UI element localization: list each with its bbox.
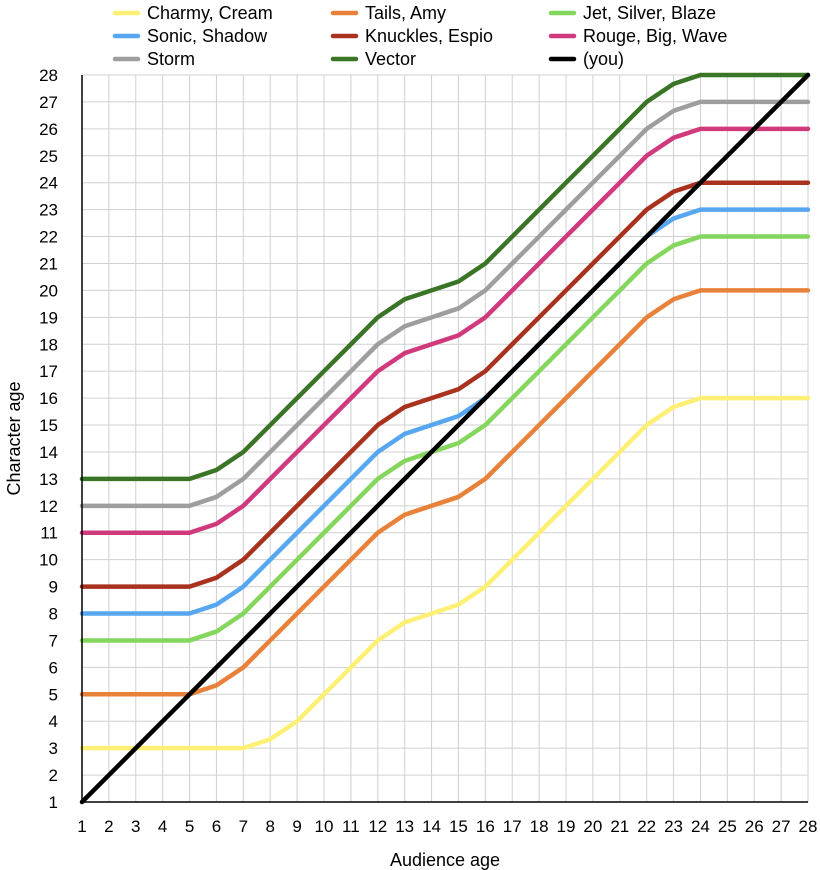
- series-lines: [79, 72, 811, 805]
- y-tick-label: 5: [49, 685, 58, 704]
- legend-label: Jet, Silver, Blaze: [583, 3, 716, 23]
- x-tick-label: 1: [77, 817, 86, 836]
- x-tick-label: 8: [265, 817, 274, 836]
- axes: [81, 75, 808, 803]
- y-tick-label: 3: [49, 739, 58, 758]
- x-tick-label: 14: [422, 817, 441, 836]
- x-tick-label: 7: [239, 817, 248, 836]
- legend-label: Storm: [147, 49, 195, 69]
- y-tick-label: 17: [39, 362, 58, 381]
- y-tick-label: 2: [49, 766, 58, 785]
- y-tick-label: 23: [39, 201, 58, 220]
- y-tick-label: 11: [40, 524, 58, 543]
- x-tick-label: 24: [691, 817, 710, 836]
- legend-item: Rouge, Big, Wave: [548, 26, 727, 46]
- y-tick-label: 26: [39, 120, 58, 139]
- y-tick-label: 24: [39, 174, 58, 193]
- legend-item: (you): [548, 49, 624, 69]
- x-tick-label: 15: [449, 817, 468, 836]
- x-tick-label: 25: [718, 817, 737, 836]
- legend-item: Tails, Amy: [330, 3, 446, 23]
- y-tick-label: 27: [39, 93, 58, 112]
- tick-labels: 1 2 3 4 5 6 7 8 9 10 11 12 13 14 15 16 17 18 19 20 21 22 23 24 2…: [39, 66, 817, 836]
- x-tick-label: 23: [664, 817, 683, 836]
- legend-label: Knuckles, Espio: [365, 26, 493, 46]
- x-tick-label: 26: [745, 817, 764, 836]
- y-tick-label: 4: [49, 712, 58, 731]
- y-tick-label: 15: [39, 416, 58, 435]
- y-tick-label: 16: [39, 389, 58, 408]
- y-tick-label: 14: [39, 443, 58, 462]
- x-tick-label: 5: [185, 817, 194, 836]
- x-tick-label: 18: [530, 817, 549, 836]
- legend-label: Charmy, Cream: [147, 3, 273, 23]
- legend-label: Vector: [365, 49, 416, 69]
- x-tick-label: 19: [557, 817, 576, 836]
- series-line-0: [79, 395, 811, 751]
- y-tick-label: 25: [39, 147, 58, 166]
- x-tick-label: 17: [503, 817, 522, 836]
- series-line-3: [79, 207, 811, 616]
- series-line-7: [79, 72, 811, 482]
- series-line-8: [79, 72, 811, 805]
- y-tick-label: 19: [39, 308, 58, 327]
- y-tick-label: 28: [39, 66, 58, 85]
- y-tick-label: 9: [49, 578, 58, 597]
- legend-item: Charmy, Cream: [112, 3, 273, 23]
- y-tick-label: 18: [39, 335, 58, 354]
- y-tick-label: 7: [49, 631, 58, 650]
- y-tick-label: 12: [39, 497, 58, 516]
- y-tick-label: 6: [49, 658, 58, 677]
- x-tick-label: 28: [799, 817, 818, 836]
- x-tick-label: 11: [342, 817, 360, 836]
- legend-label: Tails, Amy: [365, 3, 446, 23]
- y-tick-label: 13: [39, 470, 58, 489]
- x-tick-label: 6: [212, 817, 221, 836]
- x-tick-label: 2: [104, 817, 113, 836]
- x-tick-label: 22: [637, 817, 656, 836]
- x-tick-label: 21: [610, 817, 629, 836]
- series-line-5: [79, 126, 811, 535]
- y-tick-label: 20: [39, 281, 58, 300]
- series-line-2: [79, 234, 811, 643]
- legend-item: Jet, Silver, Blaze: [548, 3, 716, 23]
- legend: Charmy, Cream Tails, Amy Jet, Silver, Blaz…: [112, 3, 727, 69]
- y-axis-title: Character age: [4, 381, 24, 495]
- y-tick-label: 1: [49, 793, 58, 812]
- x-tick-label: 10: [315, 817, 334, 836]
- legend-item: Vector: [330, 49, 416, 69]
- legend-item: Sonic, Shadow: [112, 26, 268, 46]
- y-tick-label: 22: [39, 228, 58, 247]
- x-tick-label: 16: [476, 817, 495, 836]
- x-tick-label: 12: [368, 817, 387, 836]
- series-line-4: [79, 180, 811, 589]
- x-tick-label: 13: [395, 817, 414, 836]
- legend-item: Storm: [112, 49, 195, 69]
- x-tick-label: 9: [292, 817, 301, 836]
- y-tick-label: 21: [39, 254, 58, 273]
- x-tick-label: 3: [131, 817, 140, 836]
- y-tick-label: 8: [49, 605, 58, 624]
- legend-item: Knuckles, Espio: [330, 26, 493, 46]
- x-tick-label: 27: [772, 817, 791, 836]
- x-tick-label: 4: [158, 817, 167, 836]
- x-tick-label: 20: [583, 817, 602, 836]
- legend-label: (you): [583, 49, 624, 69]
- x-axis-title: Audience age: [390, 850, 500, 870]
- legend-label: Sonic, Shadow: [147, 26, 268, 46]
- series-line-1: [79, 288, 811, 697]
- y-tick-label: 10: [39, 551, 58, 570]
- series-line-6: [79, 99, 811, 509]
- legend-label: Rouge, Big, Wave: [583, 26, 727, 46]
